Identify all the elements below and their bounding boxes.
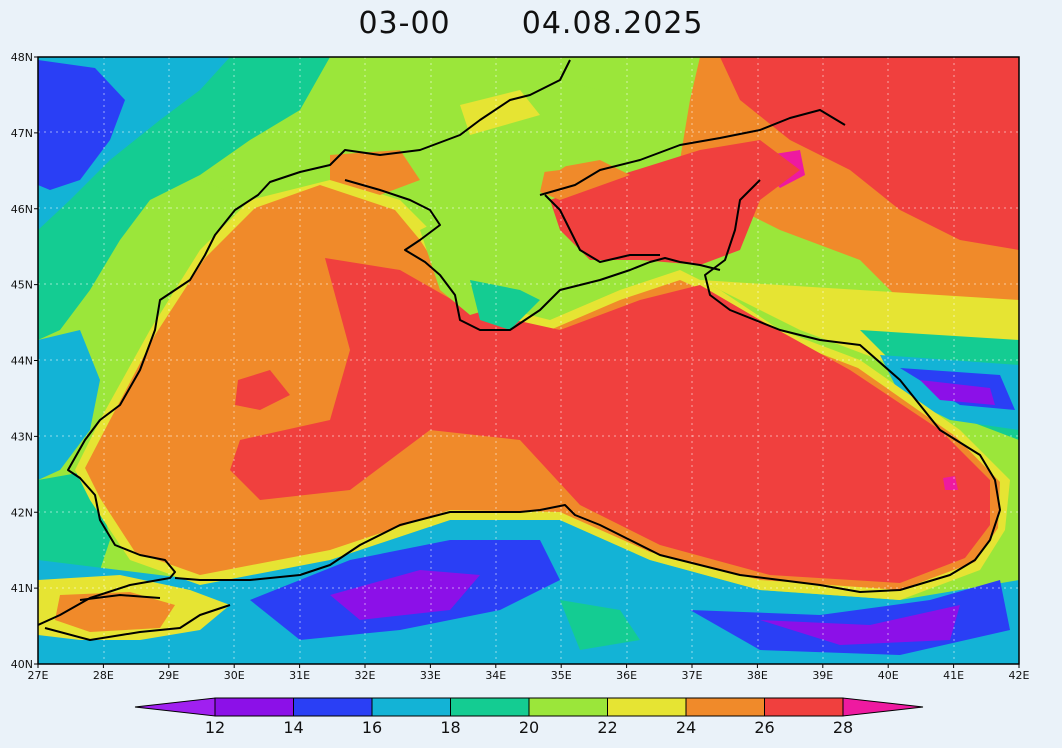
x-tick-label: 32E <box>355 669 376 682</box>
x-tick-label: 37E <box>682 669 703 682</box>
field-zone-blue-nw <box>38 60 125 190</box>
x-tick-label: 36E <box>616 669 637 682</box>
x-tick-label: 35E <box>551 669 572 682</box>
x-tick-label: 38E <box>747 669 768 682</box>
grid-lines <box>38 57 1019 664</box>
coastline <box>38 59 1001 641</box>
colorbar-segment <box>528 697 608 717</box>
x-tick-label: 34E <box>485 669 506 682</box>
field-zone-orange-dnipro <box>330 150 420 195</box>
field-zone-red-basin <box>230 258 990 583</box>
field-zone-purple-se <box>760 605 960 645</box>
y-tick-label: 40N <box>11 658 33 671</box>
x-tick-label: 39E <box>812 669 833 682</box>
x-tick-label: 30E <box>224 669 245 682</box>
x-axis-ticks: 27E 28E 29E 30E 31E 32E 33E 34E 35E 36E 37E 38E 39E 4… <box>28 664 1030 682</box>
x-tick-label: 27E <box>28 669 49 682</box>
temperature-field <box>38 57 1019 664</box>
y-axis-ticks: 40N 41N 42N 43N 44N 45N 46N 47N 48N <box>11 51 38 671</box>
colorbar-label: 24 <box>676 718 696 737</box>
field-zone-cyan-w <box>38 330 100 480</box>
colorbar-arrow-high <box>842 697 924 717</box>
colorbar-segment <box>293 697 373 717</box>
field-zone-purple-s <box>330 570 480 620</box>
field-zone-yellow-north <box>460 90 540 135</box>
map-title: 03-00 04.08.2025 <box>0 6 1062 41</box>
x-tick-label: 42E <box>1009 669 1030 682</box>
title-time: 03-00 <box>358 6 451 41</box>
colorbar-segment <box>685 697 765 717</box>
field-zone-green-crimea <box>420 205 570 315</box>
y-tick-label: 43N <box>11 430 33 443</box>
y-tick-label: 41N <box>11 582 33 595</box>
title-date: 04.08.2025 <box>521 6 704 41</box>
y-tick-label: 44N <box>11 355 33 368</box>
colorbar-label: 16 <box>362 718 382 737</box>
colorbar-label: 28 <box>833 718 853 737</box>
colorbar-segment <box>450 697 530 717</box>
y-tick-label: 47N <box>11 127 33 140</box>
colorbar-label: 14 <box>283 718 303 737</box>
y-tick-label: 48N <box>11 51 33 64</box>
y-tick-label: 46N <box>11 203 33 216</box>
colorbar-label: 22 <box>597 718 617 737</box>
colorbar: 12 14 16 18 20 22 24 26 28 <box>134 697 924 737</box>
colorbar-segment <box>607 697 687 717</box>
field-zone-red-patch-w <box>235 370 290 410</box>
colorbar-arrow-low <box>134 697 216 717</box>
field-zone-red-azov <box>550 140 800 265</box>
colorbar-label: 20 <box>519 718 539 737</box>
field-zone-magenta-e <box>943 476 958 490</box>
x-tick-label: 40E <box>878 669 899 682</box>
field-zone-teal-s <box>560 600 640 650</box>
field-zone-red-ne <box>720 57 1019 250</box>
field-zone-orange-marmara <box>55 592 175 632</box>
y-tick-label: 42N <box>11 506 33 519</box>
field-zone-purple-e <box>920 380 995 405</box>
colorbar-segment <box>764 697 844 717</box>
x-tick-label: 41E <box>943 669 964 682</box>
colorbar-label: 18 <box>440 718 460 737</box>
x-tick-label: 31E <box>289 669 310 682</box>
colorbar-label: 12 <box>205 718 225 737</box>
x-tick-label: 29E <box>158 669 179 682</box>
colorbar-label: 26 <box>754 718 774 737</box>
y-tick-label: 45N <box>11 279 33 292</box>
x-tick-label: 33E <box>420 669 441 682</box>
colorbar-segment <box>214 697 294 717</box>
x-tick-label: 28E <box>93 669 114 682</box>
colorbar-segment <box>371 697 451 717</box>
field-zone-teal-crimea <box>470 280 540 330</box>
